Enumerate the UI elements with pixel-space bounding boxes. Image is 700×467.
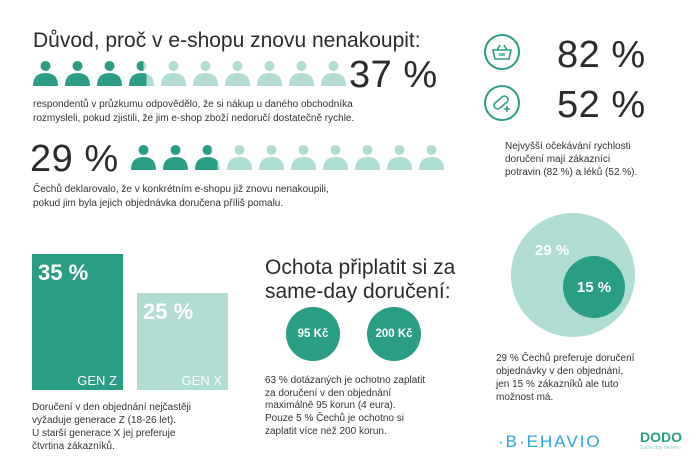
text-line: doručení mají zákazníci [505,154,611,165]
text-line: Pouze 5 % Čechů je ochotno si [265,413,404,425]
text-line: rozmysleli, pokud zjistili, že jim e-sho… [33,112,355,124]
behavio-logo: ·B·EHAVIO [498,432,602,451]
person-icon [97,61,122,86]
stat-29-text: Čechů deklarovalo, že v konkrétním e-sho… [33,183,329,210]
dodo-tagline: Same day delivery [640,445,682,451]
text-line: vyžaduje generace Z (18-26 let). [32,415,176,426]
title-line: Ochota připlatit si za [265,256,456,279]
circle-15-value: 15 % [576,278,612,296]
person-icon [259,145,284,170]
text-line: pokud jim byla jejich objednávka doručen… [33,197,284,209]
person-icon [129,61,154,86]
bar-label: GEN Z [77,373,117,388]
person-icon [387,145,412,170]
food-value: 82 % [557,34,646,76]
person-icon [289,61,314,86]
person-icon [227,145,252,170]
bar-gen-z: 35 % GEN Z [32,254,123,390]
pill-icon [484,85,520,121]
text-line: Nejvyšší očekávání rychlosti [505,141,631,152]
bar-label: GEN X [181,373,222,388]
text-line: 29 % Čechů preferuje doručení [496,353,635,364]
willingness-title: Ochota připlatit si za same-day doručení… [265,256,455,304]
text-line: respondentů v průzkumu odpovědělo, že si… [33,99,353,110]
dodo-logo-text: DODO [640,429,682,445]
section-title: Důvod, proč v e-shopu znovu nenakoupit: [33,29,421,52]
person-icon [161,61,186,86]
stat-37-text: respondentů v průzkumu odpovědělo, že si… [33,98,354,125]
title-line: same-day doručení: [265,280,451,303]
person-icon [131,145,156,170]
expectations-text: Nejvyšší očekávání rychlosti doručení ma… [505,140,637,179]
medicine-value: 52 % [557,84,646,126]
generations-text: Doručení v den objednání nejčastěji vyža… [32,401,191,453]
text-line: Doručení v den objednání nejčastěji [32,402,191,413]
circle-29-value: 29 % [535,242,570,259]
person-icon [257,61,282,86]
price-95: 95 Kč [286,307,340,361]
text-line: zaplatit více než 200 korun. [265,425,387,437]
person-icon [323,145,348,170]
preference-text: 29 % Čechů preferuje doručení objednávky… [496,352,634,404]
price-200: 200 Kč [367,307,421,361]
person-icon [355,145,380,170]
text-line: čtvrtina zákazníků. [32,441,115,452]
text-line: maximálně 95 korun (4 eura). [265,400,396,412]
person-icon [163,145,188,170]
person-icon [193,61,218,86]
dodo-logo: DODO Same day delivery [640,430,682,451]
bar-value: 25 % [143,299,194,324]
circle-15: 15 % [563,256,625,318]
person-icon [225,61,250,86]
person-icon [33,61,58,86]
stat-29-value: 29 % [30,138,119,180]
text-line: za doručení v den objednání [265,387,392,399]
text-line: 63 % dotázaných je ochotno zaplatit [265,375,426,386]
person-icon [321,61,346,86]
bar-gen-x: 25 % GEN X [137,293,228,390]
text-line: potravin (82 %) a léků (52 %). [505,167,638,178]
person-icon [291,145,316,170]
stat-37-value: 37 % [349,54,438,96]
text-line: U starší generace X jej preferuje [32,428,176,439]
person-icon [65,61,90,86]
basket-icon [484,34,520,70]
text-line: Čechů deklarovalo, že v konkrétním e-sho… [33,184,329,195]
willingness-text: 63 % dotázaných je ochotno zaplatit za d… [265,375,425,439]
bar-value: 35 % [38,260,89,285]
text-line: objednávky v den objednání, [496,366,624,377]
text-line: jen 15 % zákazníků ale tuto [496,379,619,390]
person-icon [195,145,220,170]
person-icons-row-29 [130,144,445,171]
person-icons-row-37 [32,60,347,87]
text-line: možnost má. [496,392,554,403]
person-icon [419,145,444,170]
